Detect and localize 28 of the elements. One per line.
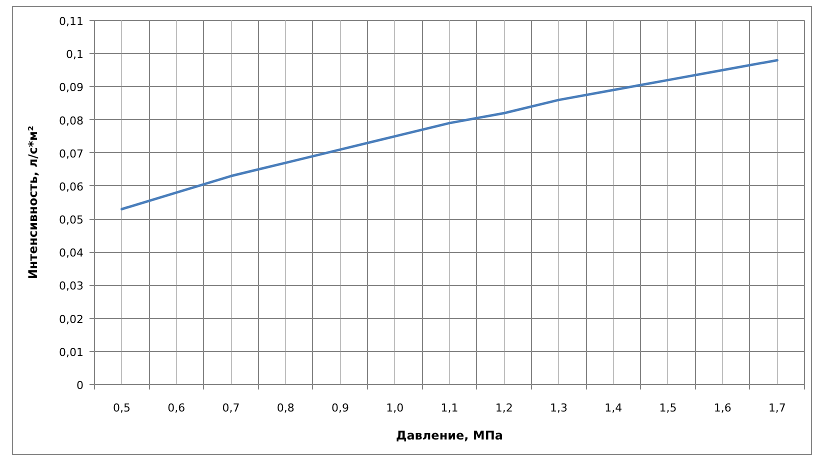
y-tick-label: 0,03 [59,280,84,293]
y-tick-label: 0,1 [66,48,84,62]
x-tick-label: 1,5 [659,402,677,414]
y-tick-label: 0,09 [59,81,84,94]
x-tick-label: 0,8 [276,402,294,414]
x-tick-label: 1,0 [386,402,404,414]
x-tick-label: 1,1 [440,402,458,414]
x-tick-label: 1,2 [495,402,513,414]
x-tick-label: 1,6 [714,402,732,414]
y-tick-label: 0,08 [59,114,84,128]
x-tick-label: 1,4 [604,402,622,414]
y-tick-label: 0,04 [59,246,84,260]
y-tick-label: 0,05 [59,214,84,227]
y-tick-label: 0,06 [59,180,84,194]
y-tick-label: 0,11 [59,15,84,28]
y-axis-title: Интенсивность, л/с*м² [26,126,40,280]
x-tick-label: 1,7 [768,402,786,414]
x-tick-label: 0,6 [168,402,186,414]
x-tick-label: 0,7 [222,402,240,414]
y-tick-label: 0,02 [59,312,84,326]
x-tick-label: 1,3 [550,402,568,414]
y-tick-label: 0,01 [59,346,84,359]
y-tick-label: 0 [76,379,84,392]
y-tick-label: 0,07 [59,147,84,160]
x-tick-label: 0,9 [332,402,350,414]
x-axis-title: Давление, МПа [396,428,503,442]
line-series [120,58,778,210]
x-tick-label: 0,5 [113,402,131,414]
